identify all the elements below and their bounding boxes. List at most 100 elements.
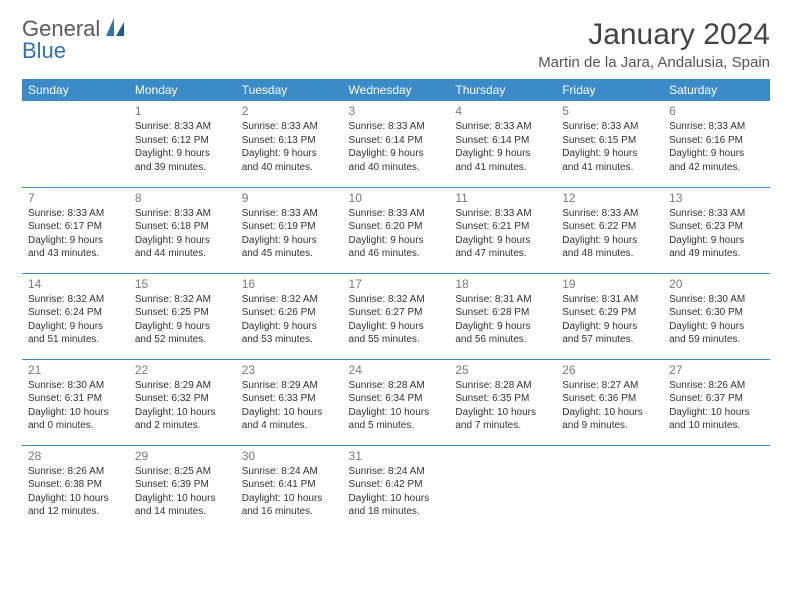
sunrise-line: Sunrise: 8:33 AM xyxy=(242,207,337,221)
daylight-line-1: Daylight: 9 hours xyxy=(135,320,230,334)
calendar-cell-empty xyxy=(556,445,663,531)
sunrise-line: Sunrise: 8:33 AM xyxy=(669,207,764,221)
day-number: 3 xyxy=(349,104,444,118)
daylight-line-1: Daylight: 9 hours xyxy=(669,320,764,334)
day-number: 12 xyxy=(562,191,657,205)
day-number: 25 xyxy=(455,363,550,377)
daylight-line-2: and 47 minutes. xyxy=(455,247,550,261)
daylight-line-1: Daylight: 10 hours xyxy=(242,406,337,420)
sunset-line: Sunset: 6:33 PM xyxy=(242,392,337,406)
day-details: Sunrise: 8:33 AMSunset: 6:18 PMDaylight:… xyxy=(135,207,230,261)
day-details: Sunrise: 8:33 AMSunset: 6:13 PMDaylight:… xyxy=(242,120,337,174)
day-number: 6 xyxy=(669,104,764,118)
calendar-cell: 3 Sunrise: 8:33 AMSunset: 6:14 PMDaylight… xyxy=(343,101,450,187)
sunset-line: Sunset: 6:12 PM xyxy=(135,134,230,148)
daylight-line-2: and 41 minutes. xyxy=(562,161,657,175)
daylight-line-1: Daylight: 10 hours xyxy=(349,406,444,420)
daylight-line-2: and 39 minutes. xyxy=(135,161,230,175)
day-header: Saturday xyxy=(663,79,770,101)
sunrise-line: Sunrise: 8:28 AM xyxy=(455,379,550,393)
calendar-cell: 18Sunrise: 8:31 AMSunset: 6:28 PMDayligh… xyxy=(449,273,556,359)
day-number: 24 xyxy=(349,363,444,377)
daylight-line-2: and 51 minutes. xyxy=(28,333,123,347)
calendar-cell: 16Sunrise: 8:32 AMSunset: 6:26 PMDayligh… xyxy=(236,273,343,359)
day-header-row: SundayMondayTuesdayWednesdayThursdayFrid… xyxy=(22,79,770,101)
daylight-line-2: and 12 minutes. xyxy=(28,505,123,519)
daylight-line-2: and 7 minutes. xyxy=(455,419,550,433)
daylight-line-1: Daylight: 9 hours xyxy=(349,234,444,248)
daylight-line-2: and 5 minutes. xyxy=(349,419,444,433)
calendar-cell: 10Sunrise: 8:33 AMSunset: 6:20 PMDayligh… xyxy=(343,187,450,273)
day-details: Sunrise: 8:24 AMSunset: 6:41 PMDaylight:… xyxy=(242,465,337,519)
calendar-row: 14Sunrise: 8:32 AMSunset: 6:24 PMDayligh… xyxy=(22,273,770,359)
daylight-line-2: and 40 minutes. xyxy=(349,161,444,175)
daylight-line-2: and 0 minutes. xyxy=(28,419,123,433)
calendar-cell: 15Sunrise: 8:32 AMSunset: 6:25 PMDayligh… xyxy=(129,273,236,359)
sunrise-line: Sunrise: 8:33 AM xyxy=(135,120,230,134)
daylight-line-2: and 45 minutes. xyxy=(242,247,337,261)
sunset-line: Sunset: 6:32 PM xyxy=(135,392,230,406)
sunset-line: Sunset: 6:25 PM xyxy=(135,306,230,320)
calendar-row: 1Sunrise: 8:33 AMSunset: 6:12 PMDaylight… xyxy=(22,101,770,187)
sunset-line: Sunset: 6:35 PM xyxy=(455,392,550,406)
daylight-line-1: Daylight: 9 hours xyxy=(28,234,123,248)
daylight-line-1: Daylight: 9 hours xyxy=(455,147,550,161)
day-details: Sunrise: 8:30 AMSunset: 6:30 PMDaylight:… xyxy=(669,293,764,347)
day-details: Sunrise: 8:27 AMSunset: 6:36 PMDaylight:… xyxy=(562,379,657,433)
calendar-cell: 31Sunrise: 8:24 AMSunset: 6:42 PMDayligh… xyxy=(343,445,450,531)
sunrise-line: Sunrise: 8:33 AM xyxy=(562,120,657,134)
daylight-line-1: Daylight: 10 hours xyxy=(28,406,123,420)
day-details: Sunrise: 8:30 AMSunset: 6:31 PMDaylight:… xyxy=(28,379,123,433)
day-details: Sunrise: 8:33 AMSunset: 6:19 PMDaylight:… xyxy=(242,207,337,261)
sunset-line: Sunset: 6:36 PM xyxy=(562,392,657,406)
day-number: 5 xyxy=(562,104,657,118)
sunset-line: Sunset: 6:30 PM xyxy=(669,306,764,320)
day-number: 11 xyxy=(455,191,550,205)
calendar-cell: 29Sunrise: 8:25 AMSunset: 6:39 PMDayligh… xyxy=(129,445,236,531)
calendar-cell: 22Sunrise: 8:29 AMSunset: 6:32 PMDayligh… xyxy=(129,359,236,445)
day-number: 14 xyxy=(28,277,123,291)
sunset-line: Sunset: 6:28 PM xyxy=(455,306,550,320)
day-number: 20 xyxy=(669,277,764,291)
calendar-cell: 30Sunrise: 8:24 AMSunset: 6:41 PMDayligh… xyxy=(236,445,343,531)
calendar-row: 28Sunrise: 8:26 AMSunset: 6:38 PMDayligh… xyxy=(22,445,770,531)
day-details: Sunrise: 8:33 AMSunset: 6:14 PMDaylight:… xyxy=(349,120,444,174)
title-block: January 2024 Martin de la Jara, Andalusi… xyxy=(538,18,770,71)
sunrise-line: Sunrise: 8:31 AM xyxy=(562,293,657,307)
day-details: Sunrise: 8:33 AMSunset: 6:17 PMDaylight:… xyxy=(28,207,123,261)
calendar-cell: 5Sunrise: 8:33 AMSunset: 6:15 PMDaylight… xyxy=(556,101,663,187)
calendar-table: SundayMondayTuesdayWednesdayThursdayFrid… xyxy=(22,79,770,531)
daylight-line-1: Daylight: 9 hours xyxy=(349,147,444,161)
day-header: Sunday xyxy=(22,79,129,101)
daylight-line-2: and 44 minutes. xyxy=(135,247,230,261)
day-details: Sunrise: 8:26 AMSunset: 6:37 PMDaylight:… xyxy=(669,379,764,433)
sunset-line: Sunset: 6:26 PM xyxy=(242,306,337,320)
daylight-line-2: and 57 minutes. xyxy=(562,333,657,347)
daylight-line-1: Daylight: 9 hours xyxy=(562,234,657,248)
sunrise-line: Sunrise: 8:32 AM xyxy=(135,293,230,307)
daylight-line-1: Daylight: 9 hours xyxy=(242,320,337,334)
daylight-line-1: Daylight: 10 hours xyxy=(135,406,230,420)
day-details: Sunrise: 8:31 AMSunset: 6:28 PMDaylight:… xyxy=(455,293,550,347)
day-number: 8 xyxy=(135,191,230,205)
daylight-line-2: and 56 minutes. xyxy=(455,333,550,347)
sunset-line: Sunset: 6:37 PM xyxy=(669,392,764,406)
day-details: Sunrise: 8:29 AMSunset: 6:33 PMDaylight:… xyxy=(242,379,337,433)
calendar-cell: 11Sunrise: 8:33 AMSunset: 6:21 PMDayligh… xyxy=(449,187,556,273)
calendar-cell: 20 Sunrise: 8:30 AMSunset: 6:30 PMDayligh… xyxy=(663,273,770,359)
daylight-line-2: and 59 minutes. xyxy=(669,333,764,347)
day-header: Monday xyxy=(129,79,236,101)
calendar-cell: 8 Sunrise: 8:33 AMSunset: 6:18 PMDaylight… xyxy=(129,187,236,273)
day-header: Tuesday xyxy=(236,79,343,101)
calendar-cell: 28Sunrise: 8:26 AMSunset: 6:38 PMDayligh… xyxy=(22,445,129,531)
calendar-cell: 4Sunrise: 8:33 AMSunset: 6:14 PMDaylight… xyxy=(449,101,556,187)
sunset-line: Sunset: 6:17 PM xyxy=(28,220,123,234)
daylight-line-1: Daylight: 10 hours xyxy=(242,492,337,506)
sunrise-line: Sunrise: 8:33 AM xyxy=(562,207,657,221)
daylight-line-1: Daylight: 9 hours xyxy=(562,147,657,161)
day-details: Sunrise: 8:31 AMSunset: 6:29 PMDaylight:… xyxy=(562,293,657,347)
day-number: 23 xyxy=(242,363,337,377)
day-number: 13 xyxy=(669,191,764,205)
sunset-line: Sunset: 6:16 PM xyxy=(669,134,764,148)
day-number: 7 xyxy=(28,191,123,205)
